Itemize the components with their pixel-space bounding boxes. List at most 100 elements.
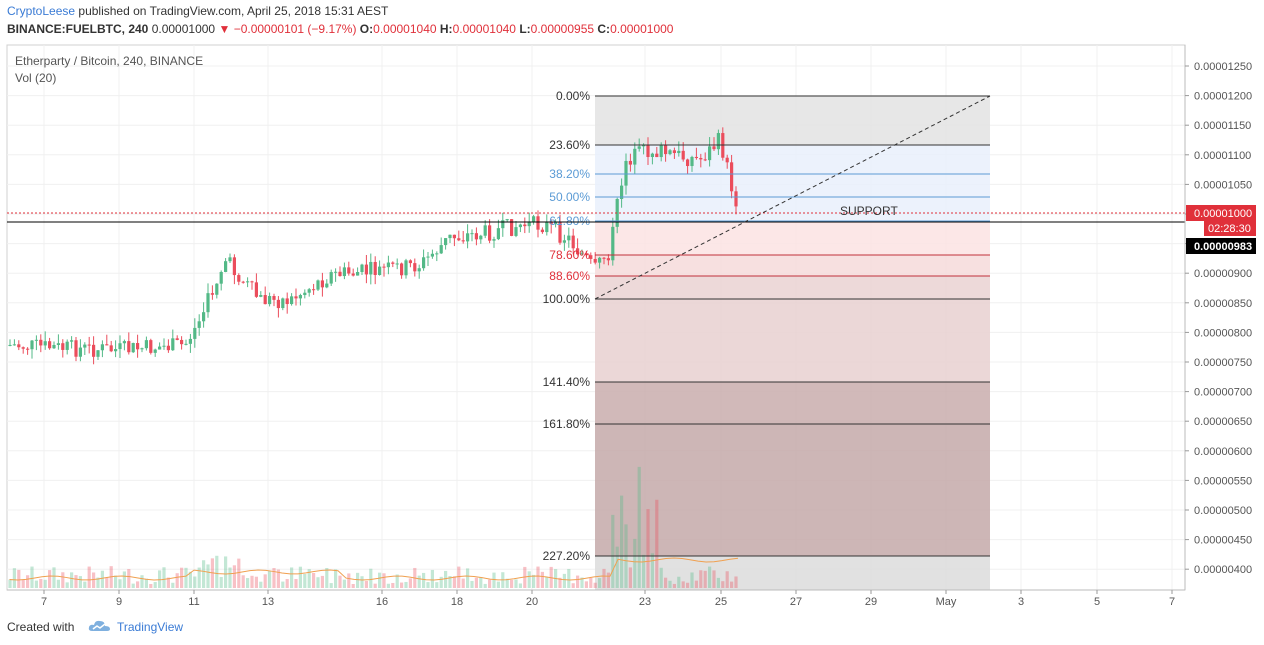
candle-body (730, 162, 734, 192)
volume-bar (307, 569, 311, 588)
volume-bar (254, 576, 258, 588)
candle-body (611, 226, 615, 261)
author-link[interactable]: CryptoLeese (7, 4, 76, 18)
price-axis[interactable]: 0.00001250 0.00001200 0.00001150 0.00001100… (1185, 61, 1252, 576)
last-price-tag-text: 0.00001000 (1194, 208, 1252, 220)
candle-body (690, 156, 694, 167)
volume-bar (690, 572, 694, 588)
fib-level-label: 88.60% (549, 269, 590, 283)
volume-bar (545, 577, 549, 588)
candle-body (681, 150, 685, 160)
candle-body (373, 261, 377, 275)
candle-body (439, 245, 443, 254)
volume-bar (298, 566, 302, 588)
volume-bar (193, 576, 197, 588)
candle-body (109, 345, 113, 352)
candle-body (488, 225, 492, 241)
volume-bar (602, 568, 606, 588)
price-tick-label: 0.00000750 (1194, 357, 1252, 369)
volume-bar (43, 579, 47, 588)
candle-body (422, 257, 426, 269)
volume-bar (518, 583, 522, 588)
volume-bars (8, 466, 739, 588)
volume-bar (276, 569, 280, 588)
fib-zone (595, 197, 990, 221)
volume-bar (378, 572, 382, 588)
candle-body (413, 263, 417, 272)
candle-body (48, 341, 52, 349)
volume-bar (30, 566, 34, 588)
candle-body (347, 267, 351, 274)
candle-body (180, 339, 184, 345)
candle-body (303, 292, 307, 296)
volume-bar (483, 583, 487, 588)
volume-bar (589, 577, 593, 588)
support-annotation: SUPPORT (840, 204, 898, 218)
volume-bar (628, 567, 632, 588)
volume-bar (562, 573, 566, 588)
volume-bar (65, 582, 69, 588)
low-value: 0.00000955 (530, 22, 595, 36)
volume-bar (505, 578, 509, 588)
candle-body (624, 160, 628, 186)
published-text: published on TradingView.com, April 25, … (78, 4, 389, 18)
time-tick-label: May (936, 596, 957, 608)
candle-body (466, 233, 470, 242)
tradingview-cloud-icon[interactable] (88, 618, 112, 634)
candle-body (659, 145, 663, 158)
volume-bar (219, 576, 223, 588)
fib-zone (595, 424, 990, 556)
price-tick-label: 0.00001150 (1194, 120, 1251, 132)
candle-body (52, 344, 56, 349)
tradingview-brand[interactable]: TradingView (117, 620, 184, 634)
candle-body (400, 263, 404, 276)
volume-bar (39, 578, 43, 588)
candle-body (483, 225, 487, 236)
time-tick-label: 27 (790, 596, 802, 608)
volume-bar (417, 575, 421, 588)
candle-body (672, 150, 676, 154)
volume-bar (83, 581, 87, 588)
candle-body (540, 229, 544, 233)
candle-body (184, 343, 188, 345)
candle-body (444, 238, 448, 246)
time-tick-label: 20 (526, 596, 538, 608)
candle-body (448, 234, 452, 239)
candle-body (461, 240, 465, 242)
volume-bar (382, 573, 386, 588)
volume-bar (725, 571, 729, 588)
candle-body (391, 262, 395, 264)
time-axis[interactable]: 7 9 11 13 16 18 20 23 25 27 29 May 3 5 7 (41, 590, 1175, 608)
fib-zone (595, 382, 990, 424)
fib-zone (595, 145, 990, 174)
candle-body (246, 281, 250, 283)
candle-body (708, 146, 712, 161)
candle-body (716, 133, 720, 150)
price-tick-label: 0.00000900 (1194, 268, 1252, 280)
high-value: 0.00001040 (452, 22, 516, 36)
volume-bar (70, 572, 74, 588)
candle-body (272, 296, 276, 300)
candle-body (527, 221, 531, 227)
volume-bar (48, 570, 52, 588)
candle-body (162, 345, 166, 347)
volume-bar (61, 572, 65, 588)
price-tick-label: 0.00000500 (1194, 505, 1252, 517)
candle-body (118, 343, 122, 350)
volume-bar (408, 578, 412, 588)
candle-body (237, 275, 241, 282)
candle-body (8, 344, 12, 346)
price-chart[interactable]: 0.00% 23.60% 38.20% 50.00% 61.80% 78.60% 88.60… (0, 0, 1264, 612)
volume-bar (250, 575, 254, 588)
candle-body (408, 260, 412, 264)
volume-bar (492, 572, 496, 588)
fib-lines (595, 95, 990, 557)
volume-bar (52, 567, 56, 588)
volume-bar (202, 560, 206, 588)
candle-body (734, 191, 738, 207)
volume-bar (131, 583, 135, 588)
candle-body (470, 233, 474, 235)
volume-bar (316, 577, 320, 588)
candle-body (545, 222, 549, 233)
volume-bar (659, 567, 663, 588)
